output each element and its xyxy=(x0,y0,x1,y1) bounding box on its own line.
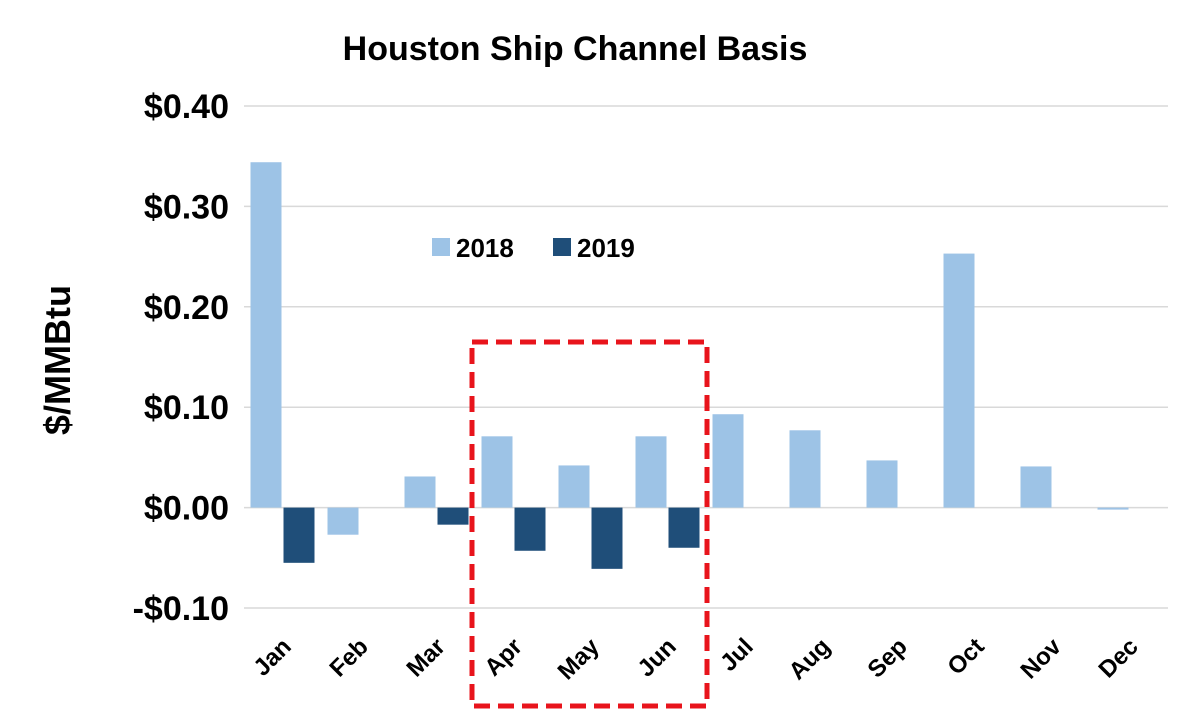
bar-2018-apr xyxy=(481,436,513,508)
y-tick-label: $0.40 xyxy=(144,88,229,126)
bar-2018-jan xyxy=(250,162,282,508)
x-tick-label: Jan xyxy=(248,633,296,681)
x-tick-label: Nov xyxy=(1016,633,1068,685)
x-tick-label: Sep xyxy=(863,633,913,683)
y-axis-label: $/MMBtu xyxy=(37,285,78,435)
x-tick-label: Dec xyxy=(1094,633,1144,683)
bar-2018-feb xyxy=(327,507,359,535)
y-tick-label: $0.10 xyxy=(144,389,229,427)
bar-2019-mar xyxy=(437,507,469,525)
y-axis-ticks: $0.40 $0.30 $0.20 $0.10 $0.00 -$0.10 xyxy=(133,88,229,628)
bar-2018-may xyxy=(558,465,590,508)
highlight-box xyxy=(469,339,710,709)
y-tick-label: $0.20 xyxy=(144,289,229,327)
bar-2019-may xyxy=(591,507,623,569)
bar-2018-nov xyxy=(1020,466,1052,508)
bars xyxy=(250,162,1129,569)
y-tick-label: -$0.10 xyxy=(133,590,229,628)
x-tick-label: Feb xyxy=(324,633,373,682)
bar-2018-jul xyxy=(712,414,744,508)
bar-2018-dec xyxy=(1097,507,1129,510)
legend-label-2018: 2018 xyxy=(456,233,514,263)
y-tick-label: $0.00 xyxy=(144,490,229,528)
x-tick-label: May xyxy=(553,633,606,686)
highlight-rectangle xyxy=(469,339,710,709)
gridlines xyxy=(244,105,1168,609)
bar-2018-jun xyxy=(635,436,667,508)
x-tick-label: Aug xyxy=(784,633,836,685)
legend-swatch-2018 xyxy=(432,238,450,256)
bar-2019-jun xyxy=(668,507,700,548)
x-tick-label: Jun xyxy=(632,633,681,682)
x-tick-label: Mar xyxy=(401,633,450,682)
bar-2019-jan xyxy=(283,507,315,563)
bar-2018-sep xyxy=(866,460,898,508)
legend-swatch-2019 xyxy=(553,238,571,256)
y-tick-label: $0.30 xyxy=(144,188,229,226)
x-axis-ticks: Jan Feb Mar Apr May Jun Jul Aug Sep Oct Nov Dec xyxy=(248,633,1143,686)
x-tick-label: Apr xyxy=(479,633,527,681)
bar-2018-aug xyxy=(789,430,821,508)
bar-2018-oct xyxy=(943,253,975,508)
legend: 2018 2019 xyxy=(432,233,635,263)
bar-2018-mar xyxy=(404,476,436,508)
x-tick-label: Jul xyxy=(715,633,759,677)
chart-title: Houston Ship Channel Basis xyxy=(343,30,808,68)
legend-label-2019: 2019 xyxy=(577,233,635,263)
x-tick-label: Oct xyxy=(942,633,989,680)
bar-2019-apr xyxy=(514,507,546,551)
